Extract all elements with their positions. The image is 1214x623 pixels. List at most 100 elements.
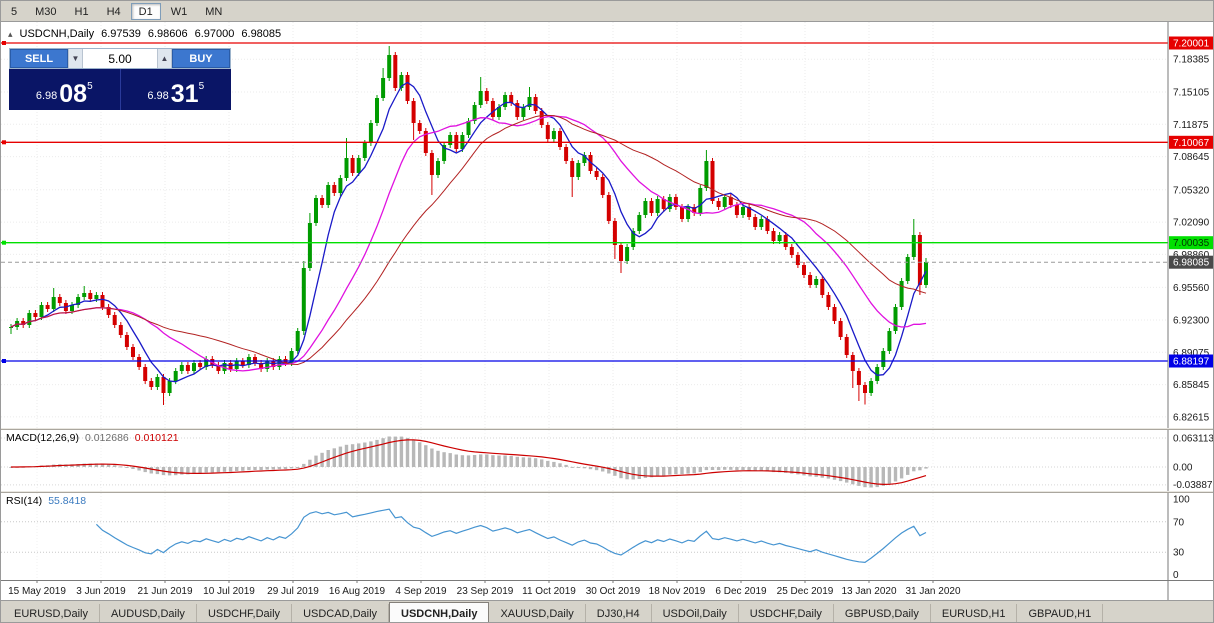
- svg-text:7.10067: 7.10067: [1173, 138, 1210, 149]
- svg-text:13 Jan 2020: 13 Jan 2020: [841, 586, 896, 597]
- sell-button[interactable]: SELL: [10, 49, 68, 68]
- svg-text:29 Jul 2019: 29 Jul 2019: [267, 586, 319, 597]
- candlesticks: [9, 46, 928, 405]
- ma-slow-red: [10, 114, 927, 366]
- ohlc-close: 6.98085: [241, 28, 282, 40]
- tab-gbpaud-h1[interactable]: GBPAUD,H1: [1017, 604, 1104, 622]
- svg-text:7.11875: 7.11875: [1173, 120, 1209, 131]
- timeframe-5[interactable]: 5: [11, 5, 18, 18]
- tab-gbpusd-daily[interactable]: GBPUSD,Daily: [834, 604, 931, 622]
- macd-label: MACD(12,26,9) 0.012686 0.010121: [6, 432, 179, 444]
- svg-text:15 May 2019: 15 May 2019: [8, 586, 66, 597]
- buy-price-sup: 5: [198, 81, 205, 92]
- panel-divider[interactable]: [1, 428, 1213, 430]
- tab-usdoil-daily[interactable]: USDOil,Daily: [652, 604, 739, 622]
- svg-text:6.82615: 6.82615: [1173, 412, 1210, 423]
- timeframe-W1[interactable]: W1: [170, 5, 188, 18]
- tab-audusd-daily[interactable]: AUDUSD,Daily: [100, 604, 197, 622]
- tab-usdcnh-daily[interactable]: USDCNH,Daily: [389, 602, 490, 622]
- svg-text:6.89075: 6.89075: [1173, 348, 1210, 359]
- timeframe-M30[interactable]: M30: [35, 5, 57, 18]
- ma-fast-blue: [10, 81, 927, 383]
- macd-chart[interactable]: 0.063113 0.00 -0.038872: [1, 430, 1214, 491]
- rsi-label: RSI(14) 55.8418: [6, 495, 86, 507]
- svg-text:4 Sep 2019: 4 Sep 2019: [395, 586, 447, 597]
- svg-text:7.20001: 7.20001: [1173, 38, 1210, 49]
- rsi-chart[interactable]: 100 70 30 0: [1, 493, 1214, 580]
- tab-dj30-h4[interactable]: DJ30,H4: [586, 604, 652, 622]
- svg-text:25 Dec 2019: 25 Dec 2019: [777, 586, 834, 597]
- svg-text:6.92300: 6.92300: [1173, 316, 1210, 327]
- time-axis[interactable]: 15 May 2019 3 Jun 2019 21 Jun 2019 10 Jul 2…: [1, 580, 1214, 600]
- rsi-name: RSI(14): [6, 495, 43, 507]
- volume-up-icon[interactable]: ▲: [157, 49, 172, 68]
- sell-price-sup: 5: [87, 81, 93, 92]
- svg-text:70: 70: [1173, 517, 1185, 528]
- svg-text:30 Oct 2019: 30 Oct 2019: [586, 586, 641, 597]
- tab-usdchf-daily[interactable]: USDCHF,Daily: [739, 604, 834, 622]
- macd-panel: 0.063113 0.00 -0.038872 MACD(12,26,9) 0.01…: [1, 430, 1213, 491]
- svg-text:31 Jan 2020: 31 Jan 2020: [905, 586, 960, 597]
- tab-eurusd-daily[interactable]: EURUSD,Daily: [3, 604, 100, 622]
- macd-main-value: 0.012686: [84, 432, 129, 444]
- svg-text:7.08645: 7.08645: [1173, 152, 1210, 163]
- volume-input[interactable]: [83, 49, 157, 68]
- chart-title: ▴ USDCNH,Daily 6.97539 6.98606 6.97000 6…: [8, 28, 281, 40]
- svg-text:6.95560: 6.95560: [1173, 283, 1210, 294]
- one-click-controls: SELL ▼ ▲ BUY: [9, 48, 231, 69]
- date-labels: 15 May 2019 3 Jun 2019 21 Jun 2019 10 Jul 2…: [8, 580, 961, 597]
- grid: [1, 22, 1168, 428]
- svg-text:100: 100: [1173, 495, 1190, 506]
- svg-text:6.98860: 6.98860: [1173, 250, 1210, 261]
- tab-usdchf-daily[interactable]: USDCHF,Daily: [197, 604, 293, 622]
- svg-text:11 Oct 2019: 11 Oct 2019: [522, 586, 576, 597]
- timeframe-H4[interactable]: H4: [106, 5, 121, 18]
- timeframe-toolbar: 5 M30 H1 H4 D1 W1 MN: [1, 1, 1213, 22]
- svg-text:6 Dec 2019: 6 Dec 2019: [715, 586, 767, 597]
- svg-text:7.15105: 7.15105: [1173, 87, 1210, 98]
- timeframe-MN[interactable]: MN: [205, 5, 223, 18]
- buy-price-prefix: 6.98: [147, 90, 169, 102]
- svg-text:0.00: 0.00: [1173, 463, 1193, 474]
- volume-down-icon[interactable]: ▼: [68, 49, 83, 68]
- ma-mid-magenta: [10, 115, 927, 372]
- buy-price[interactable]: 6.98 31 5: [121, 69, 232, 110]
- macd-signal-value: 0.010121: [134, 432, 179, 444]
- price-chart-panel: 7.18385 7.15105 7.11875 7.08645 7.05320 7.020…: [1, 22, 1213, 428]
- svg-text:21 Jun 2019: 21 Jun 2019: [137, 586, 192, 597]
- rsi-panel: 100 70 30 0 RSI(14) 55.8418: [1, 493, 1213, 580]
- macd-signal-line: [11, 439, 927, 486]
- chart-symbol-label: USDCNH,Daily: [19, 28, 95, 40]
- macd-name: MACD(12,26,9): [6, 432, 79, 444]
- svg-text:30: 30: [1173, 548, 1185, 559]
- tab-xauusd-daily[interactable]: XAUUSD,Daily: [489, 604, 586, 622]
- price-axis[interactable]: 7.18385 7.15105 7.11875 7.08645 7.05320 7.020…: [1167, 22, 1214, 428]
- svg-text:7.18385: 7.18385: [1173, 55, 1210, 66]
- bid-ask-panel: 6.98 08 5 6.98 31 5: [9, 69, 231, 110]
- svg-text:7.02090: 7.02090: [1173, 218, 1210, 229]
- svg-text:7.05320: 7.05320: [1173, 185, 1210, 196]
- chart-icon: ▴: [8, 29, 13, 39]
- tab-usdcad-daily[interactable]: USDCAD,Daily: [292, 604, 390, 622]
- svg-text:6.85845: 6.85845: [1173, 380, 1210, 391]
- rsi-value: 55.8418: [48, 495, 87, 507]
- tab-eurusd-h1[interactable]: EURUSD,H1: [931, 604, 1018, 622]
- svg-text:7.00035: 7.00035: [1173, 238, 1210, 249]
- svg-text:3 Jun 2019: 3 Jun 2019: [76, 586, 126, 597]
- horizontal-level-lines[interactable]: [1, 41, 1168, 363]
- macd-histogram: [9, 436, 928, 488]
- timeframe-D1[interactable]: D1: [130, 2, 161, 20]
- svg-text:16 Aug 2019: 16 Aug 2019: [329, 586, 386, 597]
- buy-price-big: 31: [170, 79, 199, 108]
- price-chart[interactable]: 7.18385 7.15105 7.11875 7.08645 7.05320 7.020…: [1, 22, 1214, 428]
- sell-price-prefix: 6.98: [35, 90, 58, 102]
- rsi-axis: 100 70 30 0: [1167, 493, 1213, 580]
- svg-text:18 Nov 2019: 18 Nov 2019: [649, 586, 706, 597]
- ohlc-open: 6.97539: [101, 28, 141, 40]
- sell-price[interactable]: 6.98 08 5: [9, 69, 121, 110]
- timeframe-H1[interactable]: H1: [74, 5, 89, 18]
- panel-divider[interactable]: [1, 491, 1213, 493]
- buy-button[interactable]: BUY: [172, 49, 230, 68]
- svg-text:0.063113: 0.063113: [1173, 433, 1214, 444]
